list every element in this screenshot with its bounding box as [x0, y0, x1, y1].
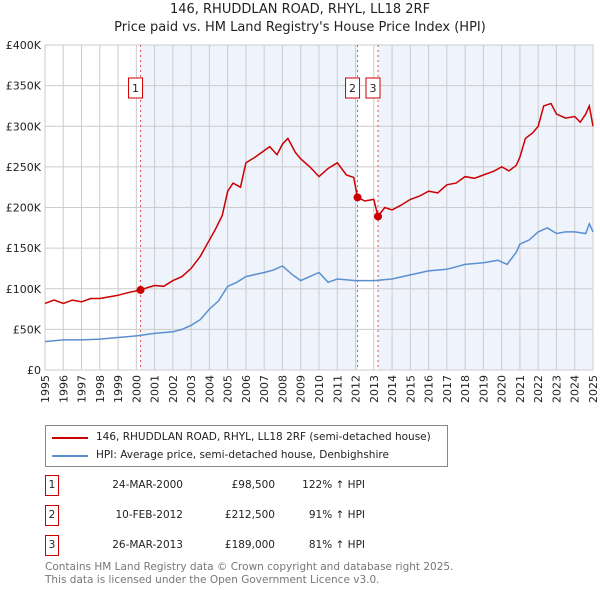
sale-label: 3	[370, 82, 377, 95]
legend-swatch-red	[52, 436, 88, 439]
x-tick-label: 1999	[112, 375, 125, 403]
y-tick-label: £350K	[6, 80, 42, 93]
x-tick-label: 2025	[587, 375, 600, 403]
sale-label-box	[365, 77, 381, 99]
sale-number: 1	[45, 475, 59, 496]
sale-hpi: 81% ↑ HPI	[308, 539, 365, 551]
x-tick-label: 2013	[368, 375, 381, 403]
x-tick-label: 2018	[459, 375, 472, 403]
sale-price: £189,000	[224, 539, 275, 551]
plot-border	[44, 44, 594, 371]
sale-label-box	[128, 77, 144, 99]
x-tick-label: 2006	[240, 375, 253, 403]
y-tick-label: £250K	[6, 161, 42, 174]
legend-swatch-blue	[52, 454, 88, 457]
sale-label: 1	[132, 82, 139, 95]
sale-point	[353, 193, 362, 202]
x-tick-label: 2014	[386, 375, 399, 403]
sale-number: 2	[45, 505, 59, 526]
chart: 1995 1996 1997 1998 1999 2000 2001 2002 2003 2004…	[6, 39, 600, 403]
price-paid-line	[44, 102, 594, 305]
sale-date: 24-MAR-2000	[112, 479, 183, 491]
legend-item-hpi: HPI: Average price, semi-detached house,…	[52, 449, 389, 462]
sale-number: 3	[45, 535, 59, 556]
legend-item-property: 146, RHUDDLAN ROAD, RHYL, LL18 2RF (semi…	[52, 431, 431, 444]
sale-price: £98,500	[231, 479, 275, 491]
x-tick-label: 2023	[550, 375, 563, 403]
x-tick-label: 2017	[441, 375, 454, 403]
sale-point	[374, 212, 383, 221]
sale-date: 10-FEB-2012	[115, 509, 183, 521]
legend-label: HPI: Average price, semi-detached house,…	[96, 449, 389, 461]
sale-row: 2 10-FEB-2012 £212,500 91% ↑ HPI	[45, 505, 445, 526]
x-tick-label: 2000	[130, 375, 143, 403]
x-tick-label: 2007	[258, 375, 271, 403]
x-tick-label: 2005	[222, 375, 235, 403]
x-tick-label: 2021	[514, 375, 527, 403]
x-tick-label: 2009	[295, 375, 308, 403]
sale-row: 3 26-MAR-2013 £189,000 81% ↑ HPI	[45, 535, 445, 556]
x-tick-label: 2019	[477, 375, 490, 403]
x-tick-label: 2002	[167, 375, 180, 403]
sale-price: £212,500	[224, 509, 275, 521]
y-tick-label: £300K	[6, 120, 42, 133]
x-tick-label: 2012	[350, 375, 363, 403]
x-tick-label: 2016	[423, 375, 436, 403]
x-tick-label: 2020	[496, 375, 509, 403]
x-tick-label: 2004	[203, 375, 216, 403]
legend-label: 146, RHUDDLAN ROAD, RHYL, LL18 2RF (semi…	[96, 431, 431, 443]
footer-licence: This data is licensed under the Open Gov…	[45, 574, 380, 586]
x-tick-label: 1996	[57, 375, 70, 403]
y-tick-label: £200K	[6, 202, 42, 215]
x-tick-label: 2001	[149, 375, 162, 403]
y-tick-label: £0	[27, 364, 41, 377]
chart-subtitle: Price paid vs. HM Land Registry's House …	[114, 20, 486, 35]
chart-title: 146, RHUDDLAN ROAD, RHYL, LL18 2RF	[169, 2, 431, 17]
x-tick-label: 1995	[39, 375, 52, 403]
sale-label-box	[345, 77, 361, 99]
x-tick-label: 2003	[185, 375, 198, 403]
x-tick-label: 1997	[76, 375, 89, 403]
legend: 146, RHUDDLAN ROAD, RHYL, LL18 2RF (semi…	[45, 425, 448, 467]
x-tick-label: 2015	[404, 375, 417, 403]
footer-copyright: Contains HM Land Registry data © Crown c…	[45, 561, 454, 573]
y-tick-label: £400K	[6, 39, 42, 52]
y-tick-label: £100K	[6, 283, 42, 296]
x-tick-label: 2008	[276, 375, 289, 403]
hpi-line	[44, 221, 594, 343]
x-tick-label: 1998	[94, 375, 107, 403]
sale-row: 1 24-MAR-2000 £98,500 122% ↑ HPI	[45, 475, 445, 496]
x-tick-label: 2010	[313, 375, 326, 403]
sale-label: 2	[349, 82, 356, 95]
sale-hpi: 91% ↑ HPI	[308, 509, 365, 521]
x-tick-label: 2011	[331, 375, 344, 403]
y-tick-label: £150K	[6, 242, 42, 255]
sale-point	[136, 285, 145, 294]
sale-hpi: 122% ↑ HPI	[302, 479, 365, 491]
x-tick-label: 2022	[532, 375, 545, 403]
x-tick-label: 2024	[569, 375, 582, 403]
sale-date: 26-MAR-2013	[112, 539, 183, 551]
y-tick-label: £50K	[13, 323, 42, 336]
